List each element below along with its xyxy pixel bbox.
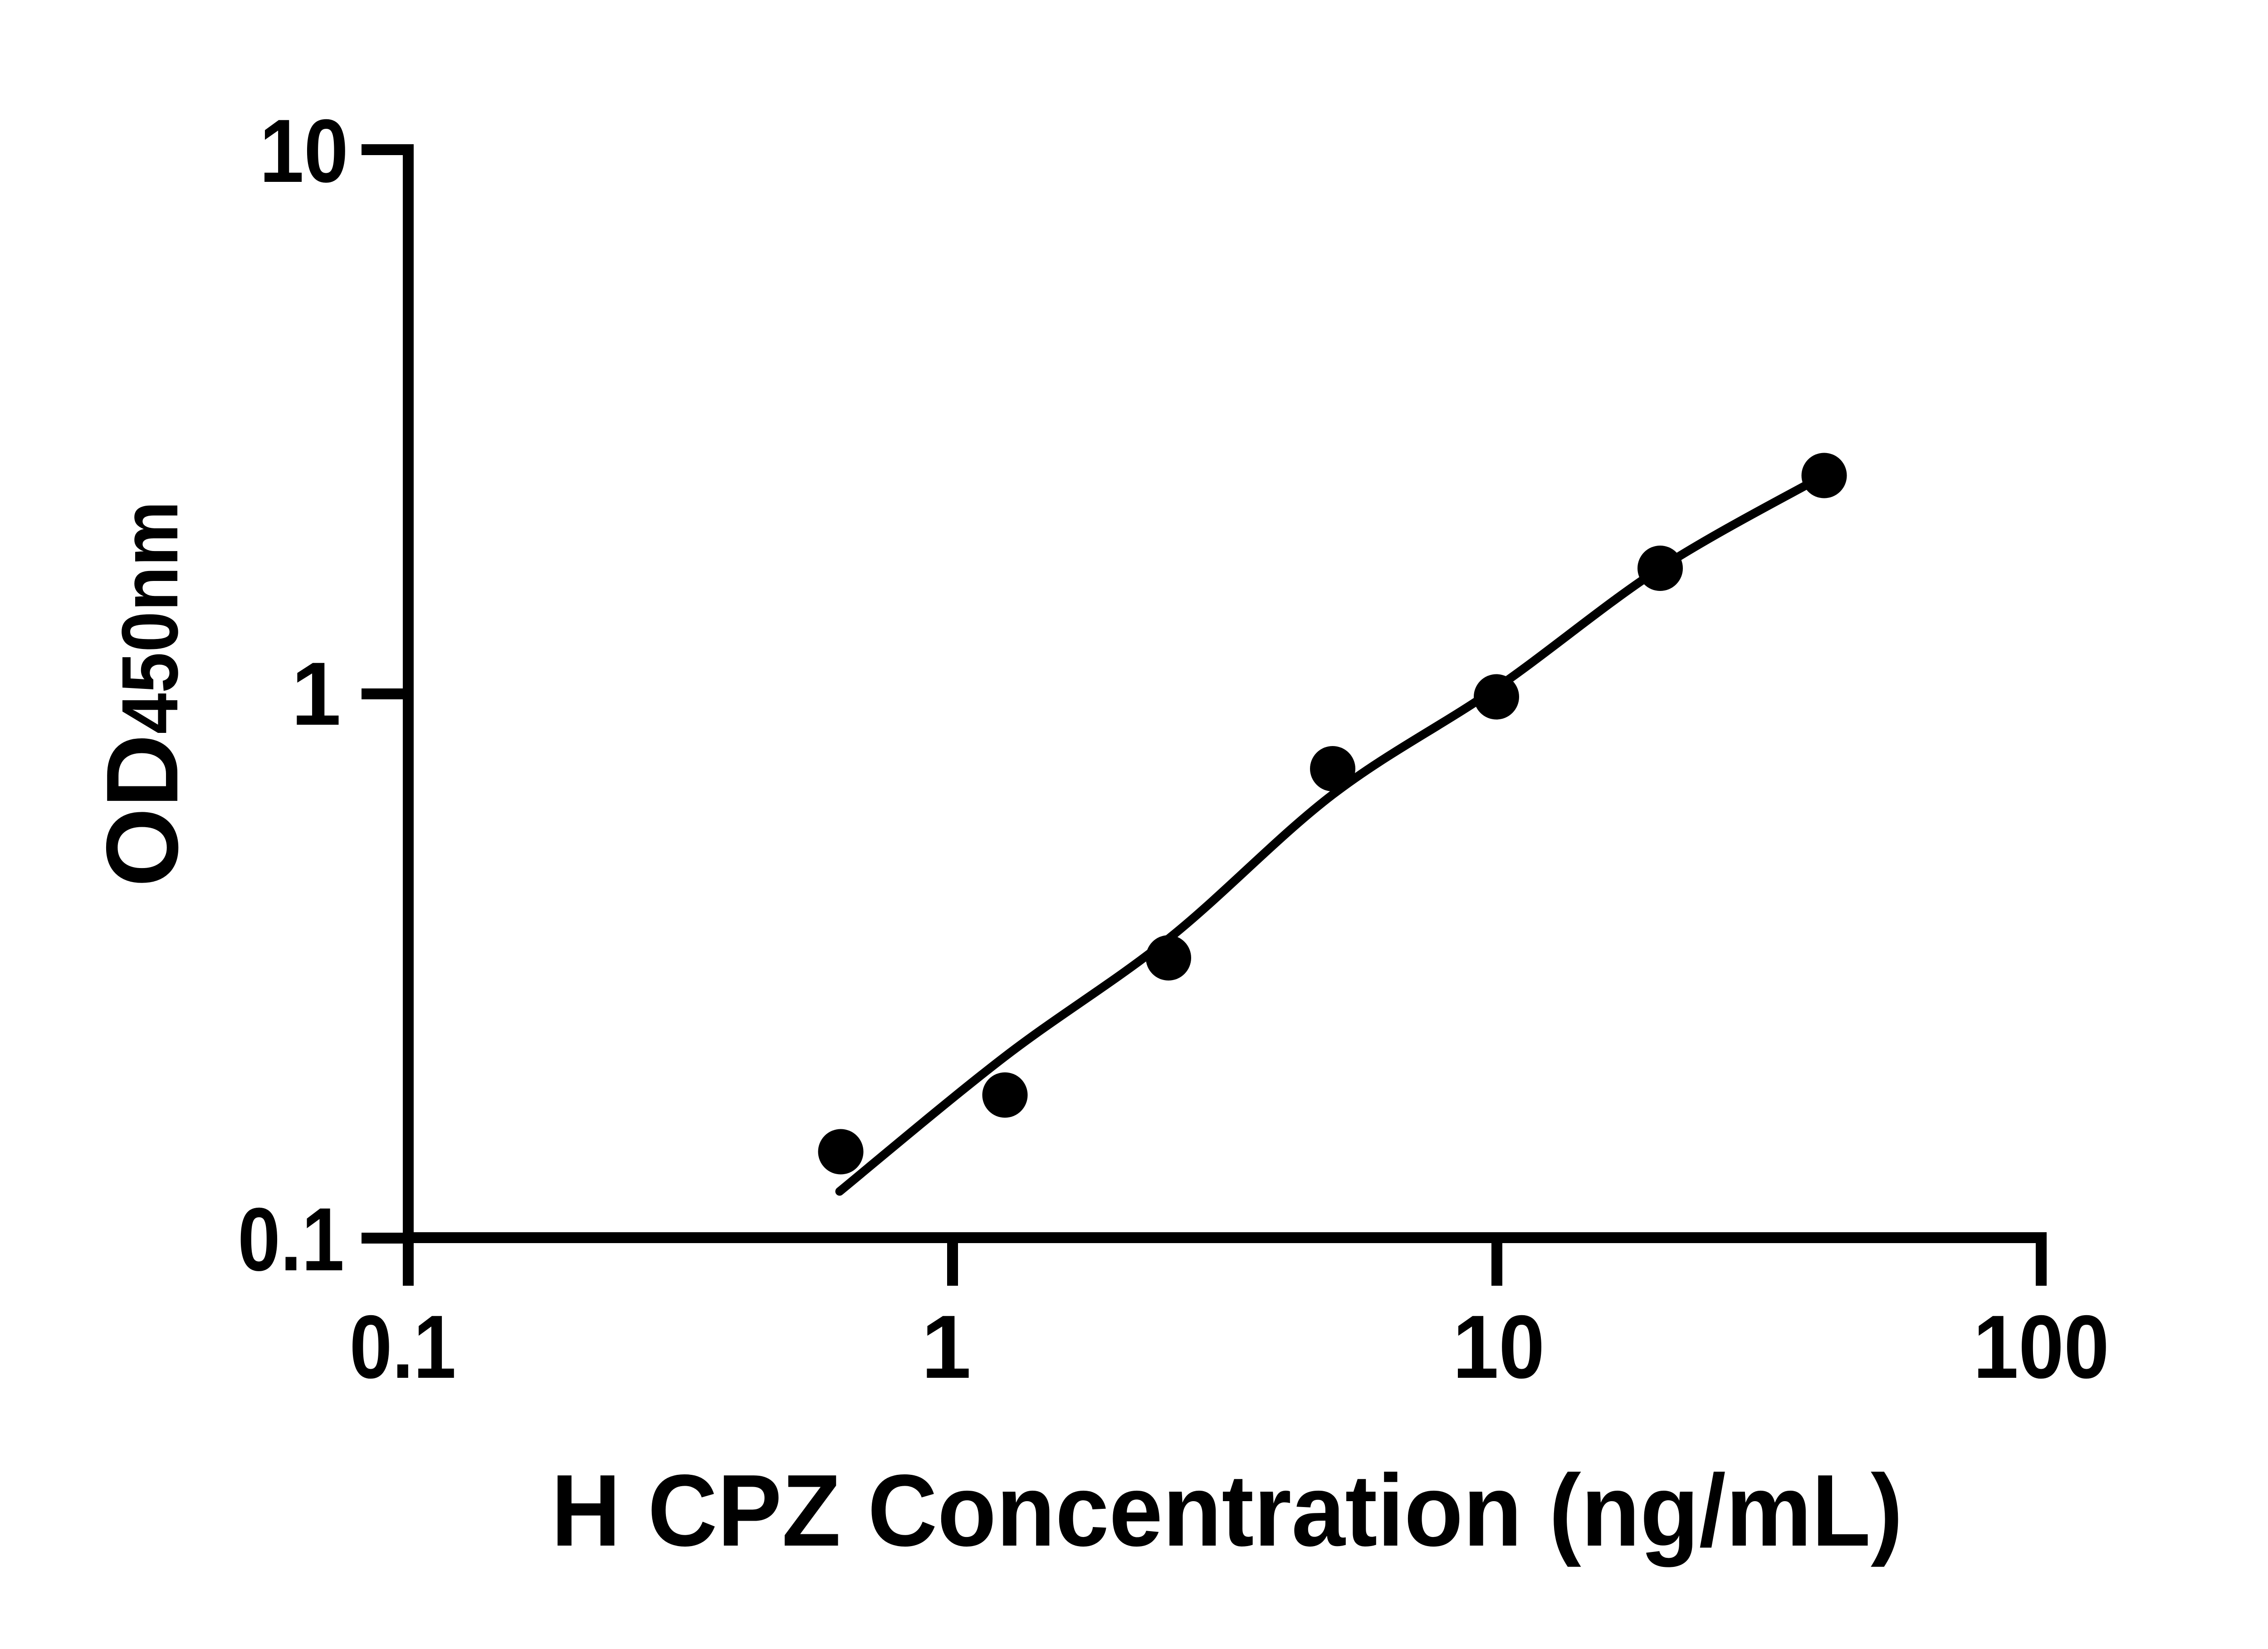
svg-text:0.1: 0.1 bbox=[238, 1189, 344, 1289]
svg-text:100: 100 bbox=[1973, 1297, 2109, 1397]
svg-text:0.1: 0.1 bbox=[350, 1297, 456, 1397]
svg-text:1: 1 bbox=[921, 1297, 971, 1397]
svg-text:OD450nm: OD450nm bbox=[85, 501, 199, 888]
svg-text:10: 10 bbox=[259, 101, 348, 201]
svg-text:1: 1 bbox=[291, 644, 341, 744]
svg-text:10: 10 bbox=[1453, 1297, 1545, 1397]
svg-text:H CPZ Concentration (ng/mL): H CPZ Concentration (ng/mL) bbox=[551, 1453, 1903, 1567]
